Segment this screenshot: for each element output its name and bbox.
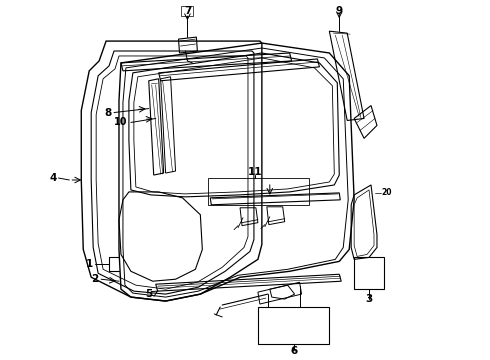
- Text: 10: 10: [114, 117, 128, 127]
- Text: 2: 2: [92, 274, 99, 284]
- Bar: [181, 6, 194, 16]
- Text: 7: 7: [184, 6, 191, 16]
- Text: 4: 4: [50, 173, 57, 183]
- Text: 1: 1: [86, 259, 93, 269]
- Text: 11: 11: [247, 167, 262, 177]
- Text: 8: 8: [104, 108, 112, 117]
- Text: 5: 5: [145, 289, 152, 299]
- Text: 9: 9: [336, 6, 343, 16]
- Text: 6: 6: [290, 346, 297, 356]
- Text: 20: 20: [381, 188, 392, 197]
- Text: 3: 3: [366, 294, 373, 304]
